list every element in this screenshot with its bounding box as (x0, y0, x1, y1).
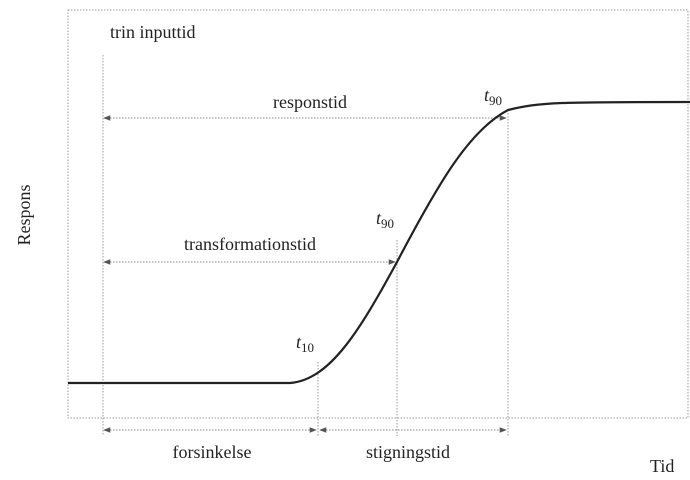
rise-label: stigningstid (366, 442, 450, 462)
y-axis-label: Respons (14, 184, 34, 245)
marker-symbol: t (376, 208, 382, 228)
t10-marker: t10 (296, 332, 314, 355)
response-label: responstid (273, 92, 347, 112)
marker-symbol: t (296, 332, 302, 352)
t90-response-marker: t90 (484, 85, 502, 108)
marker-sub: 90 (489, 93, 502, 108)
response-curve (68, 100, 690, 385)
t90-transformation-marker: t90 (376, 208, 394, 231)
marker-symbol: t (484, 85, 490, 105)
x-axis-label: Tid (650, 456, 674, 476)
marker-sub: 10 (301, 340, 314, 355)
frame (67, 9, 689, 419)
input-label: trin inputtid (110, 22, 196, 42)
marker-sub: 90 (381, 216, 394, 231)
transformation-label: transformationstid (184, 234, 316, 254)
delay-label: forsinkelse (173, 442, 252, 462)
